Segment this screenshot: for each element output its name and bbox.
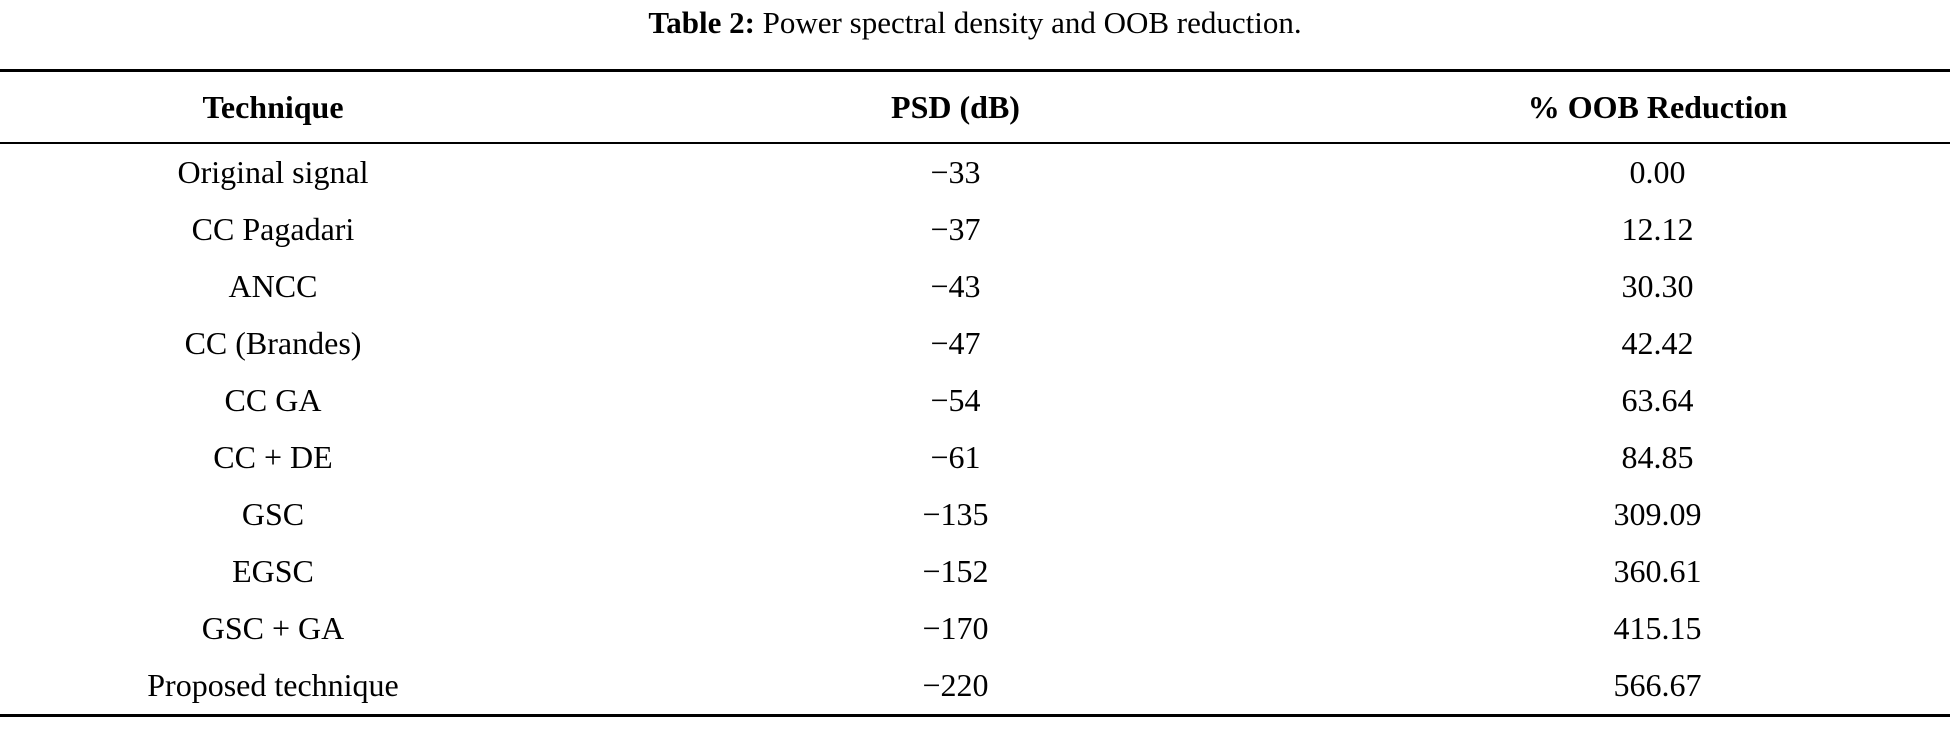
cell-oob-reduction: 360.61 xyxy=(1613,553,1702,589)
cell-technique: GSC + GA xyxy=(201,610,345,646)
table-row: GSC + GA −170 415.15 xyxy=(0,600,1950,657)
table-row: CC Pagadari −37 12.12 xyxy=(0,201,1950,258)
table-caption-text: Power spectral density and OOB reduction… xyxy=(754,5,1302,40)
table-row: CC GA −54 63.64 xyxy=(0,372,1950,429)
cell-technique: CC GA xyxy=(224,382,322,418)
header-row: Technique PSD (dB) % OOB Reduction xyxy=(0,69,1950,144)
table-row: CC + DE −61 84.85 xyxy=(0,429,1950,486)
cell-technique: GSC xyxy=(241,496,305,532)
cell-technique: CC (Brandes) xyxy=(184,325,362,361)
cell-technique: CC + DE xyxy=(213,439,333,475)
cell-oob-reduction: 42.42 xyxy=(1621,325,1694,361)
cell-psd-db: −33 xyxy=(930,154,981,190)
cell-technique: Original signal xyxy=(177,154,369,190)
cell-oob-reduction: 566.67 xyxy=(1365,657,1950,717)
cell-oob-reduction: 0.00 xyxy=(1629,154,1686,190)
cell-oob-reduction: 30.30 xyxy=(1621,268,1694,304)
cell-psd-db: −47 xyxy=(930,325,981,361)
cell-technique: CC Pagadari xyxy=(191,211,355,247)
cell-technique: Proposed technique xyxy=(0,657,546,717)
table-row: EGSC −152 360.61 xyxy=(0,543,1950,600)
cell-oob-reduction: 63.64 xyxy=(1621,382,1694,418)
cell-oob-reduction: 415.15 xyxy=(1613,610,1702,646)
table-caption: Table 2: Power spectral density and OOB … xyxy=(0,4,1950,41)
cell-psd-db: −54 xyxy=(930,382,981,418)
cell-technique: EGSC xyxy=(232,553,314,589)
column-header-psd: PSD (dB) xyxy=(546,69,1365,144)
table-caption-label: Table 2: xyxy=(648,5,755,40)
cell-technique: ANCC xyxy=(228,268,318,304)
cell-psd-db: −61 xyxy=(930,439,981,475)
cell-psd-db: −37 xyxy=(930,211,981,247)
cell-psd-db: −135 xyxy=(922,496,989,532)
cell-psd-db: −43 xyxy=(930,268,981,304)
column-header-oob-reduction: % OOB Reduction xyxy=(1365,69,1950,144)
cell-oob-reduction: 309.09 xyxy=(1613,496,1702,532)
cell-oob-reduction: 84.85 xyxy=(1621,439,1694,475)
table-row: Original signal −33 0.00 xyxy=(0,143,1950,201)
table-row: ANCC −43 30.30 xyxy=(0,258,1950,315)
cell-psd-db: −170 xyxy=(922,610,989,646)
data-table: Technique PSD (dB) % OOB Reduction Origi… xyxy=(0,69,1950,717)
table-row: CC (Brandes) −47 42.42 xyxy=(0,315,1950,372)
cell-oob-reduction: 12.12 xyxy=(1621,211,1694,247)
cell-psd-db: −152 xyxy=(922,553,989,589)
table-row: Proposed technique −220 566.67 xyxy=(0,657,1950,717)
cell-psd-db: −220 xyxy=(546,657,1365,717)
column-header-technique: Technique xyxy=(0,69,546,144)
table-row: GSC −135 309.09 xyxy=(0,486,1950,543)
